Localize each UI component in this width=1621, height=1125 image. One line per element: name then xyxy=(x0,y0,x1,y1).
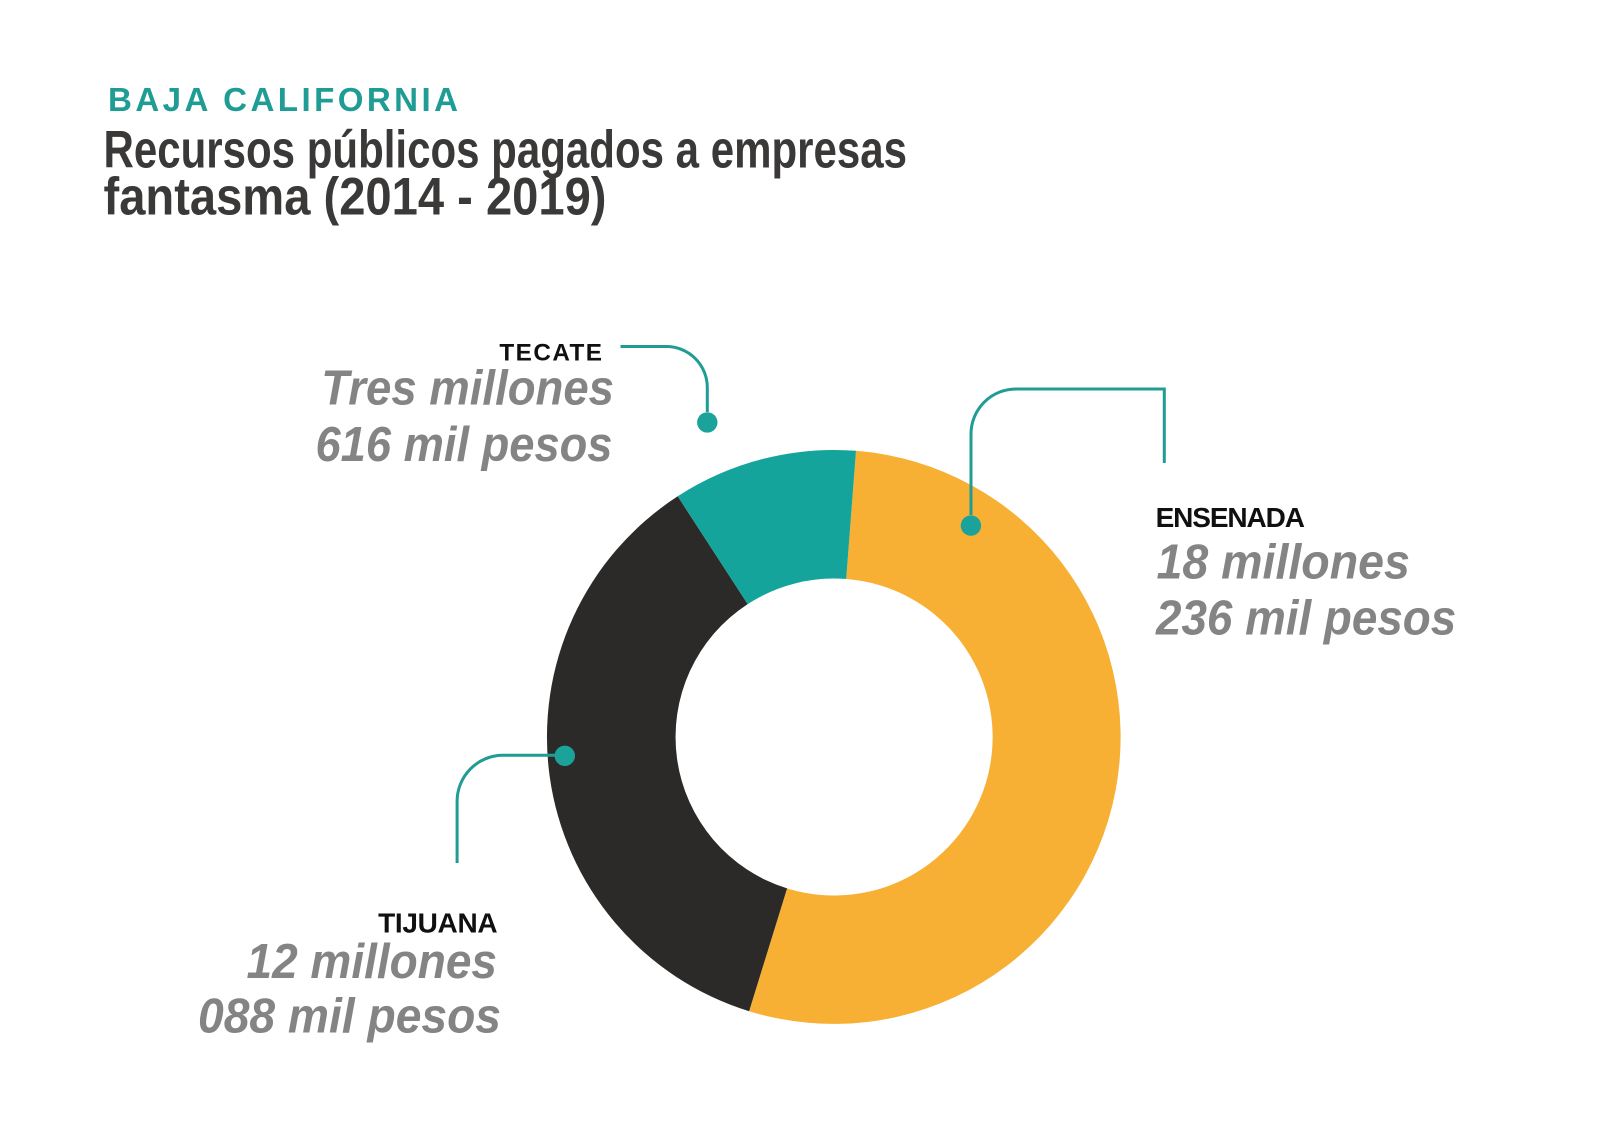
svg-text:ENSENADA: ENSENADA xyxy=(1156,502,1305,533)
svg-text:088 mil pesos: 088 mil pesos xyxy=(198,989,501,1044)
svg-text:TECATE: TECATE xyxy=(499,340,602,367)
svg-text:18 millones: 18 millones xyxy=(1157,534,1410,589)
svg-text:fantasma (2014 - 2019): fantasma (2014 - 2019) xyxy=(104,167,607,226)
svg-text:12 millones: 12 millones xyxy=(247,934,498,989)
svg-text:616 mil pesos: 616 mil pesos xyxy=(316,417,613,472)
svg-text:236 mil pesos: 236 mil pesos xyxy=(1155,591,1456,646)
svg-text:BAJA CALIFORNIA: BAJA CALIFORNIA xyxy=(108,82,458,119)
svg-text:TIJUANA: TIJUANA xyxy=(378,908,497,939)
svg-text:Tres millones: Tres millones xyxy=(321,361,614,416)
svg-text:Recursos públicos pagados a em: Recursos públicos pagados a empresas xyxy=(104,121,908,180)
